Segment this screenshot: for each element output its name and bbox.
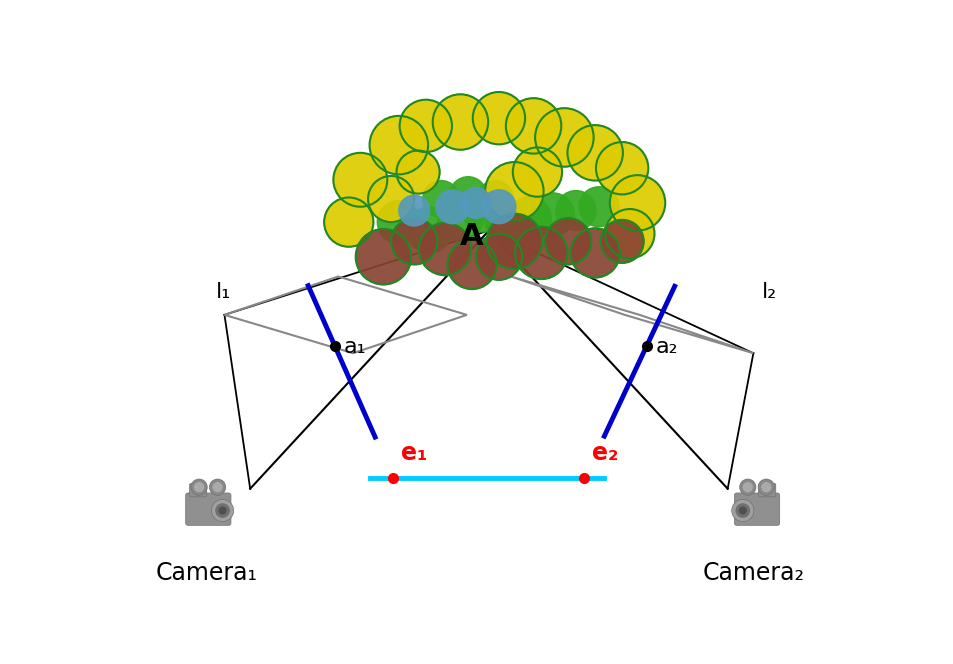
Text: Camera₁: Camera₁ bbox=[155, 561, 256, 585]
Circle shape bbox=[736, 504, 749, 517]
Circle shape bbox=[531, 193, 574, 236]
Circle shape bbox=[596, 142, 648, 195]
Circle shape bbox=[398, 195, 429, 226]
Circle shape bbox=[535, 108, 593, 167]
Text: A: A bbox=[459, 222, 483, 251]
Circle shape bbox=[739, 479, 755, 495]
Circle shape bbox=[481, 190, 516, 224]
Text: a₂: a₂ bbox=[656, 337, 678, 357]
Circle shape bbox=[191, 479, 207, 495]
Circle shape bbox=[758, 479, 774, 495]
Circle shape bbox=[333, 153, 387, 207]
Circle shape bbox=[369, 116, 428, 175]
Circle shape bbox=[210, 479, 226, 495]
Text: l₂: l₂ bbox=[761, 282, 777, 302]
Circle shape bbox=[355, 229, 411, 284]
Circle shape bbox=[418, 223, 471, 276]
Circle shape bbox=[570, 228, 619, 278]
Circle shape bbox=[484, 201, 528, 244]
Circle shape bbox=[476, 234, 521, 280]
Circle shape bbox=[484, 162, 543, 220]
Circle shape bbox=[422, 181, 459, 218]
Circle shape bbox=[219, 507, 226, 514]
Circle shape bbox=[212, 499, 233, 522]
Circle shape bbox=[739, 507, 745, 514]
Circle shape bbox=[460, 187, 491, 218]
Circle shape bbox=[376, 201, 420, 244]
Circle shape bbox=[213, 483, 222, 491]
Circle shape bbox=[461, 189, 504, 232]
Circle shape bbox=[399, 100, 452, 152]
Circle shape bbox=[508, 197, 551, 240]
Text: a₁: a₁ bbox=[343, 337, 366, 357]
Circle shape bbox=[513, 147, 561, 197]
Text: e₂: e₂ bbox=[592, 441, 618, 465]
Circle shape bbox=[604, 209, 654, 258]
Circle shape bbox=[215, 504, 229, 517]
FancyBboxPatch shape bbox=[758, 483, 775, 497]
Circle shape bbox=[578, 187, 618, 226]
Circle shape bbox=[391, 218, 436, 264]
Text: Camera₂: Camera₂ bbox=[701, 561, 803, 585]
Circle shape bbox=[556, 191, 596, 230]
Circle shape bbox=[473, 92, 524, 144]
Circle shape bbox=[567, 125, 622, 181]
FancyBboxPatch shape bbox=[186, 493, 231, 525]
Circle shape bbox=[476, 181, 513, 218]
Circle shape bbox=[447, 240, 497, 289]
Circle shape bbox=[436, 195, 483, 242]
Circle shape bbox=[761, 483, 770, 491]
Circle shape bbox=[515, 226, 567, 279]
Circle shape bbox=[600, 220, 643, 263]
FancyBboxPatch shape bbox=[734, 493, 779, 525]
Circle shape bbox=[742, 483, 752, 491]
Circle shape bbox=[609, 175, 664, 230]
Circle shape bbox=[436, 190, 469, 224]
Circle shape bbox=[396, 151, 439, 194]
Circle shape bbox=[505, 98, 560, 153]
Circle shape bbox=[544, 218, 591, 264]
FancyBboxPatch shape bbox=[190, 483, 207, 497]
Circle shape bbox=[194, 483, 203, 491]
Circle shape bbox=[731, 499, 753, 522]
Text: e₁: e₁ bbox=[400, 441, 427, 465]
Circle shape bbox=[449, 177, 486, 214]
Circle shape bbox=[433, 94, 488, 150]
Circle shape bbox=[406, 207, 453, 253]
Text: l₁: l₁ bbox=[215, 282, 231, 302]
Circle shape bbox=[486, 214, 541, 269]
Circle shape bbox=[324, 197, 373, 247]
Circle shape bbox=[368, 176, 414, 222]
